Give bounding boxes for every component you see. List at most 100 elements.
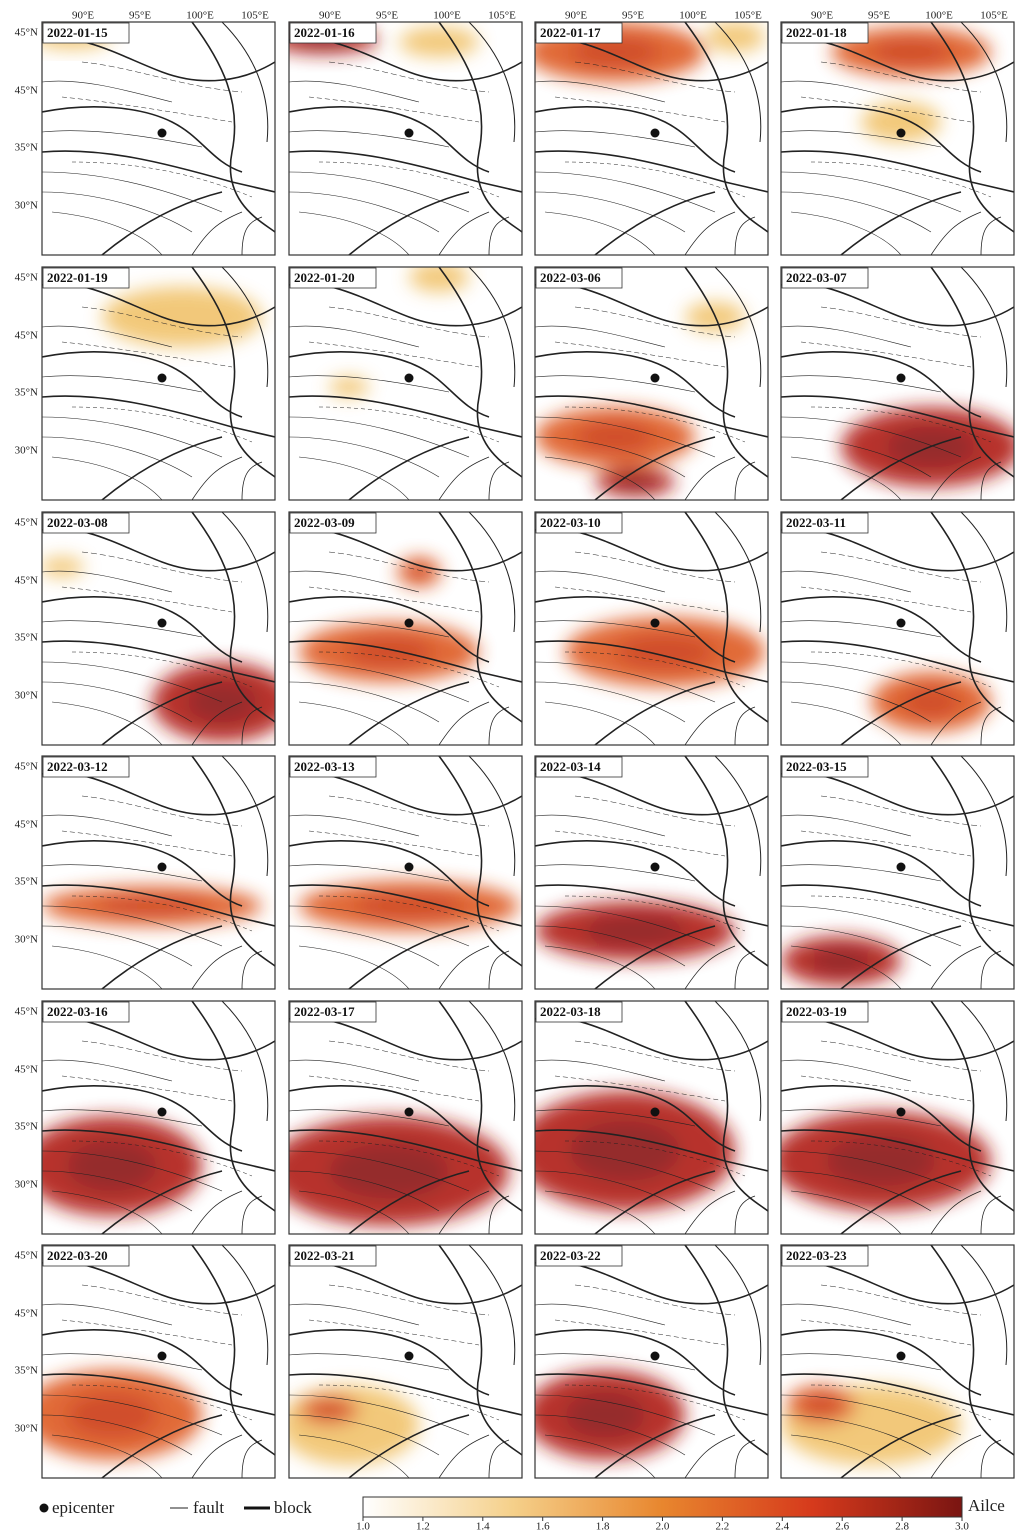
panel-bg xyxy=(42,756,275,989)
lon-label: 100°E xyxy=(925,10,953,22)
date-box xyxy=(535,1245,623,1267)
anomaly-field xyxy=(535,1370,685,1460)
epicenter xyxy=(404,128,414,138)
colorbar: 1.0 1.2 1.4 1.6 1.8 2.0 2.2 2.4 2.6 2.8 3.0 Ailce xyxy=(356,1496,1005,1533)
map-panel: 2022-01-20 xyxy=(288,266,523,501)
lat-label: 35°N xyxy=(15,1121,38,1133)
anomaly-core xyxy=(329,1143,449,1199)
panel-frame xyxy=(534,755,769,990)
epicenter xyxy=(157,618,167,628)
lat-label: 45°N xyxy=(15,272,38,284)
lat-label: 45°N xyxy=(15,1308,38,1320)
panel-date: 2022-01-19 xyxy=(47,270,108,285)
anomaly-blob xyxy=(399,27,479,57)
map-panel: 2022-03-13 xyxy=(288,755,523,990)
panel-frame xyxy=(534,21,769,256)
anomaly-field xyxy=(781,1111,991,1211)
panel-date: 2022-03-08 xyxy=(47,515,108,530)
panel-content xyxy=(42,1001,275,1234)
panel-frame xyxy=(780,1244,1015,1479)
anomaly-field xyxy=(535,901,735,961)
lat-label: 35°N xyxy=(15,1365,38,1377)
lat-label: 45°N xyxy=(15,1006,38,1018)
legend: epicenter fault block xyxy=(39,1498,312,1517)
colorbar-title: Ailce xyxy=(968,1496,1005,1515)
date-box xyxy=(289,267,377,289)
lat-label: 30°N xyxy=(15,1423,38,1435)
lat-label: 45°N xyxy=(15,761,38,773)
anomaly-blob xyxy=(705,22,765,52)
anomaly-core xyxy=(570,1121,680,1181)
lon-label: 95°E xyxy=(129,10,151,22)
map-panel: 2022-03-19 xyxy=(780,1000,1015,1235)
panel-frame xyxy=(534,511,769,746)
panel-frame xyxy=(288,21,523,256)
panel-content xyxy=(781,267,1014,500)
lat-label: 35°N xyxy=(15,387,38,399)
panel-bg xyxy=(289,756,522,989)
map-panel: 2022-01-15 45°N 45°N 35°N 30°N 90°E 95°E 100°E 1… xyxy=(15,10,276,256)
lon-label: 90°E xyxy=(565,10,587,22)
lon-label: 95°E xyxy=(376,10,398,22)
anomaly-core xyxy=(570,37,660,67)
panel-date: 2022-03-14 xyxy=(540,759,601,774)
lat-label: 30°N xyxy=(15,445,38,457)
lat-label: 45°N xyxy=(15,85,38,97)
epicenter xyxy=(896,1107,906,1117)
panel-date: 2022-03-16 xyxy=(47,1004,108,1019)
panel-frame xyxy=(288,755,523,990)
anomaly-core xyxy=(585,916,685,946)
panel-frame xyxy=(780,511,1015,746)
panel-content xyxy=(781,22,1014,255)
epicenter xyxy=(896,1351,906,1361)
anomaly-field xyxy=(299,881,519,931)
map-panel: 2022-01-17 90°E 95°E 100°E 105°E xyxy=(534,10,769,256)
epicenter xyxy=(650,128,660,138)
date-box xyxy=(42,267,130,289)
map-panel: 2022-03-17 xyxy=(288,1000,523,1235)
anomaly-blob xyxy=(289,1385,419,1465)
panel-date: 2022-03-23 xyxy=(786,1248,847,1263)
colorbar-tick-label: 1.8 xyxy=(596,1521,610,1533)
panel-content xyxy=(535,22,768,255)
colorbar-tick-label: 1.2 xyxy=(416,1521,430,1533)
panel-date: 2022-03-11 xyxy=(786,515,846,530)
map-panel: 2022-03-20 45°N 45°N 35°N 30°N xyxy=(15,1244,276,1479)
colorbar-tick-label: 3.0 xyxy=(955,1521,969,1533)
map-panel: 2022-01-16 90°E 95°E 100°E 105°E xyxy=(288,10,523,256)
map-panel: 2022-01-18 90°E 95°E 100°E 105°E xyxy=(780,10,1015,256)
date-box xyxy=(42,22,130,44)
epicenter xyxy=(404,1351,414,1361)
map-panel: 2022-03-07 xyxy=(780,266,1015,501)
epicenter xyxy=(650,862,660,872)
panel-content xyxy=(289,756,522,989)
anomaly-core xyxy=(408,564,430,580)
panel-date: 2022-03-19 xyxy=(786,1004,847,1019)
anomaly-core xyxy=(344,637,434,667)
panel-content xyxy=(42,22,275,255)
lat-label: 45°N xyxy=(15,27,38,39)
legend-epicenter: epicenter xyxy=(52,1498,115,1517)
anomaly-field xyxy=(42,886,262,926)
epicenter xyxy=(157,128,167,138)
panel-frame xyxy=(41,266,276,501)
panel-content xyxy=(42,1245,275,1478)
map-panel: 2022-03-15 xyxy=(780,755,1015,990)
lat-label: 30°N xyxy=(15,690,38,702)
date-box xyxy=(42,512,130,534)
panel-content xyxy=(535,756,768,989)
colorbar-tick-label: 2.0 xyxy=(656,1521,670,1533)
panel-date: 2022-01-15 xyxy=(47,25,108,40)
lon-label: 100°E xyxy=(186,10,214,22)
date-box xyxy=(781,1245,869,1267)
panel-date: 2022-03-22 xyxy=(540,1248,601,1263)
panel-content xyxy=(42,267,275,500)
panel-frame xyxy=(780,266,1015,501)
anomaly-core xyxy=(871,39,951,65)
map-panel: 2022-03-18 xyxy=(534,1000,769,1235)
panel-date: 2022-03-18 xyxy=(540,1004,601,1019)
lat-label: 35°N xyxy=(15,876,38,888)
date-box xyxy=(535,756,623,778)
anomaly-core xyxy=(615,634,715,670)
date-box xyxy=(535,1001,623,1023)
